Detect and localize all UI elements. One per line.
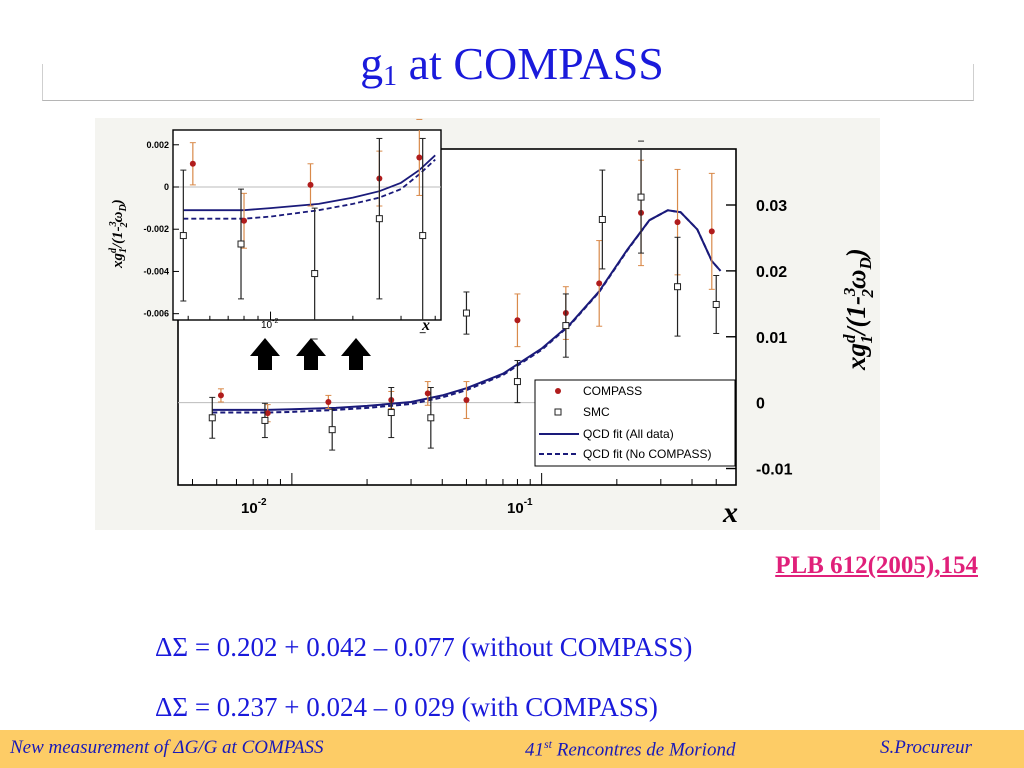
smc-point [674, 283, 682, 291]
legend-compass: COMPASS [583, 384, 642, 398]
delta-sigma-with-compass: ΔΣ = 0.237 + 0.024 – 0 029 (with COMPASS… [155, 692, 658, 722]
delta-sigma-without-compass: ΔΣ = 0.202 + 0.042 – 0.077 (without COMP… [155, 632, 693, 662]
compass-point [463, 397, 470, 404]
smc-point [513, 378, 521, 386]
legend-smc: SMC [583, 405, 610, 419]
smc-point [237, 240, 245, 248]
smc-point [419, 232, 427, 240]
compass-point [514, 317, 521, 324]
x-axis-label: x [722, 496, 738, 529]
svg-text:xgd1/(1-32ωD): xgd1/(1-32ωD) [108, 199, 130, 269]
smc-point [462, 309, 470, 317]
qcd-fit-all-data-line [212, 209, 722, 411]
compass-point [674, 219, 681, 226]
footer-bar: New measurement of ΔG/G at COMPASS 41st … [0, 730, 1024, 768]
footer-left: New measurement of ΔG/G at COMPASS [10, 737, 324, 758]
smc-point [387, 409, 395, 417]
compass-point [189, 160, 196, 167]
up-arrow-icon [341, 338, 371, 370]
slide-title: g1 at COMPASS [360, 38, 664, 92]
qcd-fit-no-compass-line [183, 158, 436, 220]
compass-point [264, 410, 271, 417]
compass-point [217, 392, 224, 399]
y-tick-label: 0.01 [756, 330, 787, 347]
y-tick-label: -0.004 [143, 266, 169, 276]
y-tick-label: -0.006 [143, 309, 169, 319]
y-axis-label: xgd1/(1-32ωD) [840, 248, 877, 371]
legend-compass-marker [555, 388, 561, 394]
y-tick-label: 0 [756, 396, 765, 413]
footer-right: S.Procureur [880, 737, 972, 758]
compass-point [325, 398, 332, 405]
y-tick-label: 0 [164, 182, 169, 192]
smc-point [712, 300, 720, 308]
compass-point [416, 154, 423, 161]
y-tick-label: 0.03 [756, 198, 787, 215]
compass-point [241, 217, 248, 224]
smc-point [208, 414, 216, 422]
inset-background [173, 130, 441, 320]
smc-point [311, 270, 319, 278]
inset-plot-frame [172, 129, 442, 321]
chart-legend: COMPASS SMC QCD fit (All data) QCD fit (… [534, 379, 736, 467]
compass-point [424, 390, 431, 397]
qcd-fit-all-data-line [183, 154, 436, 212]
y-tick-label: -0.002 [143, 224, 169, 234]
inset-x-axis-label: x [421, 317, 430, 334]
up-arrow-icon [296, 338, 326, 370]
smc-point [562, 322, 570, 330]
smc-point [179, 232, 187, 240]
smc-point [261, 416, 269, 424]
svg-text:xgd1/(1-32ωD): xgd1/(1-32ωD) [840, 248, 877, 371]
up-arrow-icon [250, 338, 280, 370]
compass-point [307, 181, 314, 188]
legend-fit-nocompass: QCD fit (No COMPASS) [583, 447, 711, 461]
smc-point [598, 215, 606, 223]
smc-point [328, 426, 336, 434]
footer-center: 41st Rencontres de Moriond [525, 737, 736, 761]
y-tick-label: 0.02 [756, 264, 787, 281]
smc-point [427, 414, 435, 422]
y-tick-label: -0.01 [756, 462, 793, 479]
smc-point [375, 215, 383, 223]
compass-point [708, 228, 715, 235]
smc-point [637, 193, 645, 201]
inset-y-axis-label: xgd1/(1-32ωD) [108, 199, 130, 269]
legend-fit-all: QCD fit (All data) [583, 427, 674, 441]
y-tick-label: 0.002 [146, 140, 169, 150]
arrow-icons [250, 338, 371, 370]
compass-point [596, 280, 603, 287]
reference-link[interactable]: PLB 612(2005),154 [775, 552, 978, 579]
legend-smc-marker [554, 408, 562, 416]
title-underline-box [42, 64, 974, 101]
